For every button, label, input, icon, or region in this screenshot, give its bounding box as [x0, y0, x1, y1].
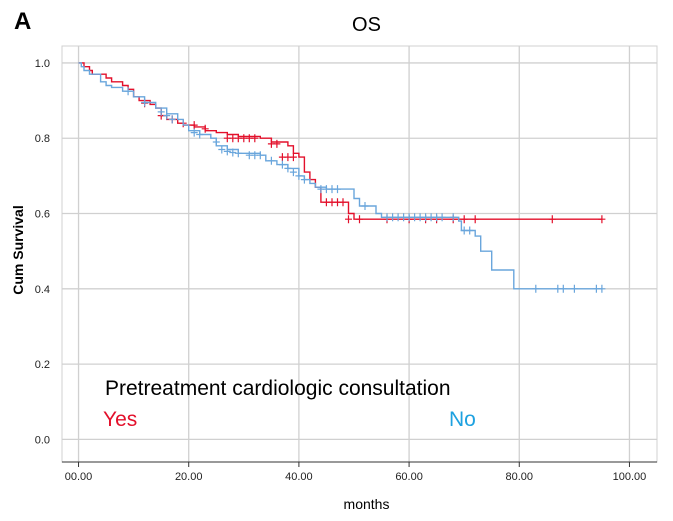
censor-mark-no	[212, 138, 220, 146]
censor-mark-no	[157, 107, 165, 116]
legend-title: Pretreatment cardiologic consultation	[105, 377, 451, 400]
censor-mark-yes	[471, 215, 479, 224]
censor-mark-no	[267, 156, 275, 165]
censor-mark-no	[334, 185, 341, 194]
censor-mark-no	[229, 148, 237, 157]
censor-mark-yes	[460, 215, 468, 224]
censor-mark-no	[196, 130, 204, 139]
x-tick-label: 00.00	[65, 471, 93, 483]
censor-mark-yes	[190, 121, 198, 130]
censor-mark-no	[295, 171, 303, 180]
censor-mark-no	[163, 111, 171, 120]
x-tick-label: 60.00	[395, 471, 423, 483]
x-tick-label: 40.00	[285, 471, 313, 483]
censor-mark-yes	[201, 124, 209, 133]
censor-mark-no	[570, 284, 578, 293]
y-tick-label: 1.0	[35, 58, 50, 70]
censor-mark-yes	[273, 139, 281, 148]
censor-mark-yes	[598, 215, 606, 224]
censor-mark-yes	[548, 215, 556, 224]
censor-mark-no	[598, 284, 606, 293]
censor-mark-no	[300, 175, 308, 184]
censor-mark-no	[168, 115, 176, 124]
censor-mark-no	[449, 213, 457, 222]
censor-mark-no	[532, 284, 540, 293]
censor-mark-no	[278, 160, 286, 169]
censor-mark-yes	[356, 215, 363, 224]
censor-mark-no	[223, 147, 231, 156]
censor-mark-no	[218, 145, 226, 154]
y-tick-label: 0.0	[35, 434, 50, 446]
censor-mark-no	[124, 87, 132, 96]
y-tick-label: 0.6	[35, 209, 50, 221]
censor-mark-no	[141, 98, 149, 107]
censor-mark-yes	[251, 134, 259, 143]
y-tick-label: 0.8	[35, 133, 50, 145]
censor-mark-no	[438, 213, 446, 222]
censor-mark-no	[289, 168, 297, 177]
panel-label: A	[14, 8, 32, 35]
censor-mark-no	[284, 164, 292, 173]
y-tick-label: 0.2	[35, 359, 50, 371]
y-tick-label: 0.4	[35, 284, 50, 296]
chart-title: OS	[352, 14, 381, 36]
censor-mark-yes	[345, 215, 352, 224]
censor-mark-no	[361, 202, 369, 210]
x-tick-label: 80.00	[506, 471, 534, 483]
censor-mark-yes	[339, 198, 347, 207]
x-axis-title: months	[343, 496, 390, 512]
survival-curve-no	[78, 62, 602, 290]
legend-item-no: No	[449, 408, 476, 431]
censor-mark-no	[256, 151, 264, 160]
censor-mark-no	[234, 149, 242, 158]
censor-mark-no	[466, 226, 474, 235]
censor-mark-no	[190, 128, 198, 137]
censor-mark-yes	[289, 153, 297, 162]
x-tick-label: 100.00	[613, 471, 647, 483]
survival-curve-yes	[78, 62, 602, 220]
x-tick-label: 20.00	[175, 471, 203, 483]
legend-item-yes: Yes	[103, 408, 138, 431]
censor-mark-no	[559, 284, 567, 293]
